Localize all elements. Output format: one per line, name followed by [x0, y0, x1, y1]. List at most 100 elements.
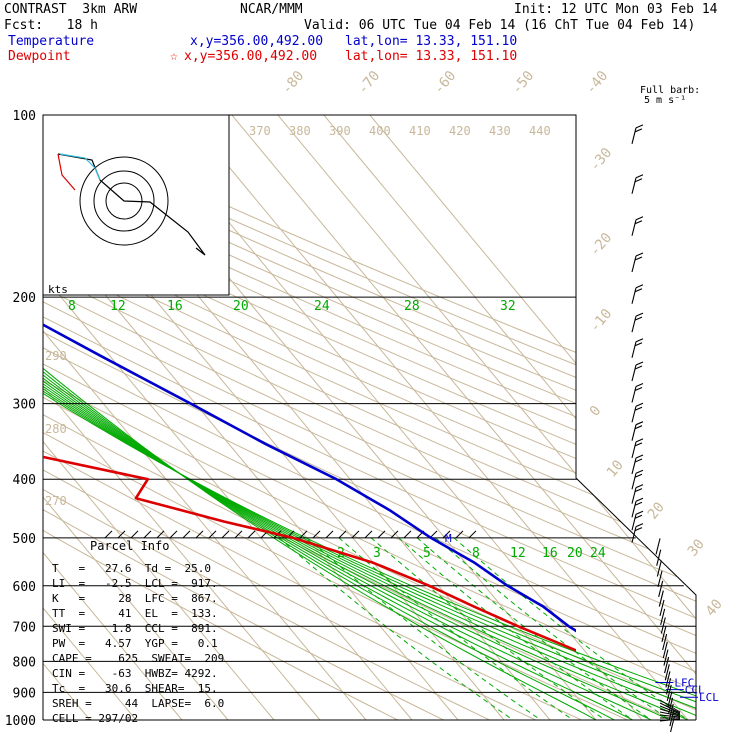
temperature-line: [43, 323, 576, 633]
barb-flag: [635, 510, 644, 515]
hatch-mark: [208, 530, 217, 539]
barb-flag: [635, 216, 644, 221]
isotherm-line: [43, 115, 459, 720]
pressure-tick-label: 800: [13, 655, 36, 670]
dry-adiabat: [43, 115, 696, 720]
parcel-info-table: T = 27.6 Td = 25.0 LI = -2.5 LCL = 917. K …: [52, 561, 224, 726]
parcel-info-row: CIN = -63 HWBZ= 4292.: [52, 667, 218, 680]
wind-barb: [670, 715, 676, 733]
barb-staff: [670, 715, 676, 733]
mixing-ratio-label: 3: [373, 546, 381, 561]
surface-barb: [659, 711, 681, 717]
moist-adiabat-label: 8: [68, 299, 76, 314]
barb-staff: [659, 599, 665, 616]
mixing-ratio-label: 5: [423, 546, 431, 561]
moist-adiabat: [43, 296, 644, 720]
wind-barb: [659, 599, 665, 616]
sounding-series: [43, 323, 576, 652]
mixing-ratio-line: [338, 537, 593, 720]
barb-staff: [631, 177, 637, 194]
parcel-info-title: Parcel Info: [90, 539, 170, 553]
barb-flag: [634, 425, 643, 430]
parcel-info-row: LI = -2.5 LCL = 917.: [52, 577, 218, 590]
surface-barb: [659, 708, 681, 716]
isotherm-line: [261, 115, 696, 720]
moist-adiabat-label: 28: [404, 299, 420, 314]
theta-left-label: 280: [45, 422, 67, 436]
wind-barb: [631, 421, 644, 441]
mixing-ratio-label: 12: [510, 546, 526, 561]
barb-flag: [635, 469, 644, 474]
temperature-xy: x,y=356.00,492.00: [190, 34, 324, 49]
barb-flag: [634, 365, 643, 370]
surface-barb: [659, 702, 681, 714]
barb-flag: [634, 220, 643, 225]
wind-barb: [661, 625, 667, 643]
hatch-mark: [130, 530, 139, 539]
wind-barb: [631, 454, 644, 475]
moist-adiabat: [43, 296, 696, 720]
wind-barb: [631, 510, 644, 531]
barb-flag: [635, 523, 644, 528]
dewpoint-latlon: lat,lon= 13.33, 151.10: [345, 49, 518, 64]
pressure-tick-label: 500: [13, 532, 36, 547]
hatch-mark: [182, 530, 191, 539]
temperature-latlon: lat,lon= 13.33, 151.10: [345, 34, 518, 49]
theta-label: 420: [449, 124, 471, 138]
theta-label: 370: [249, 124, 271, 138]
wind-barb: [663, 649, 669, 666]
wind-barb: [631, 284, 644, 304]
moist-adiabat-label: 12: [110, 299, 126, 314]
mixing-ratio-line: [416, 537, 671, 720]
theta-label: 400: [369, 124, 391, 138]
hatch-mark: [234, 530, 243, 539]
pressure-tick-label: 400: [13, 473, 36, 488]
barb-staff: [655, 538, 661, 555]
barb-staff: [666, 678, 672, 695]
hatch-mark: [143, 530, 152, 539]
dry-adiabat: [43, 115, 696, 720]
parcel-info-row: CAPE = 625 SWEAT= 209: [52, 652, 225, 665]
temperature-legend: Temperature: [8, 34, 95, 49]
mixing-ratio-line: [278, 537, 533, 720]
dry-adiabat: [43, 115, 696, 720]
dewpoint-marker-icon: ☆: [170, 49, 178, 64]
isotherm-label: -10: [587, 306, 616, 336]
dry-adiabat: [43, 115, 696, 720]
isotherm-line: [43, 115, 229, 720]
pressure-tick-label: 100: [13, 109, 36, 124]
barb-staff: [631, 526, 637, 543]
barb-flag: [635, 312, 644, 317]
isotherm-line: [43, 115, 367, 720]
parcel-info-row: CELL = 297/02: [52, 712, 139, 725]
mixing-ratio-line: [306, 537, 560, 720]
parcel-info-row: T = 27.6 Td = 25.0: [52, 562, 211, 575]
dry-adiabat: [43, 115, 564, 720]
wind-barb: [656, 560, 662, 577]
wind-barb: [631, 216, 644, 236]
wind-barb: [660, 617, 666, 634]
barb-flag: [635, 402, 644, 407]
theta-label: 380: [289, 124, 311, 138]
theta-left-label: 290: [45, 349, 67, 363]
barb-staff: [656, 560, 662, 577]
mixing-ratio-line: [370, 537, 625, 720]
dry-adiabat: [43, 115, 696, 720]
isobars: [43, 114, 696, 721]
mixing-ratio-line: [398, 537, 652, 720]
mixing-ratio-label: 24: [590, 546, 606, 561]
barb-flag: [635, 361, 644, 366]
barb-flag: [634, 406, 643, 411]
hatch-mark: [468, 530, 477, 539]
moist-adiabat: [43, 296, 696, 720]
barb-staff: [665, 671, 671, 688]
isotherm-label: -20: [587, 230, 616, 260]
barb-staff: [631, 514, 637, 531]
barb-staff: [631, 255, 637, 273]
wind-barb: [664, 656, 670, 674]
barb-staff: [658, 580, 664, 598]
barb-flag: [634, 342, 643, 347]
parcel-info-row: PW = 4.57 YGP = 0.1: [52, 637, 218, 650]
init-time: Init: 12 UTC Mon 03 Feb 14: [514, 2, 718, 17]
